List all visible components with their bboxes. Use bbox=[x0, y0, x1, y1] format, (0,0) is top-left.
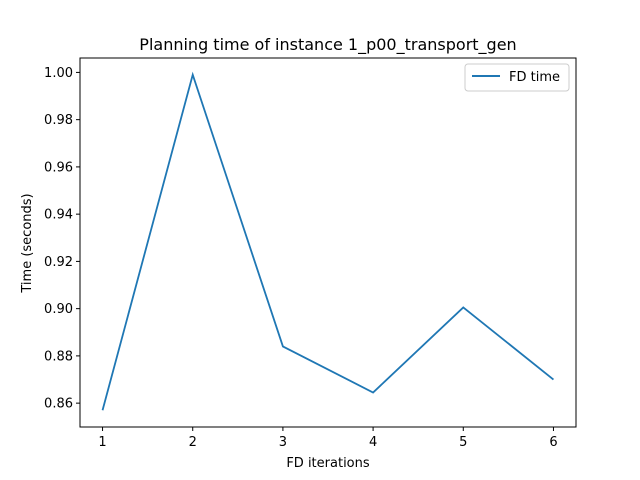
y-tick-label: 0.96 bbox=[44, 160, 73, 175]
y-tick-label: 0.94 bbox=[44, 208, 73, 223]
x-tick-label: 4 bbox=[369, 435, 377, 450]
x-tick-label: 5 bbox=[459, 435, 467, 450]
y-tick-label: 0.98 bbox=[44, 113, 73, 128]
x-tick-label: 1 bbox=[98, 435, 106, 450]
plot-area bbox=[80, 58, 576, 427]
y-axis-label: Time (seconds) bbox=[20, 193, 35, 293]
chart-title: Planning time of instance 1_p00_transpor… bbox=[139, 35, 516, 55]
x-tick-label: 6 bbox=[549, 435, 557, 450]
series-line-0 bbox=[101, 71, 555, 411]
x-axis-label: FD iterations bbox=[286, 456, 370, 471]
series-layer bbox=[101, 71, 555, 411]
legend-label: FD time bbox=[509, 70, 560, 85]
y-tick-label: 1.00 bbox=[44, 66, 73, 81]
legend: FD time bbox=[464, 63, 570, 92]
x-axis-ticks: 1 2 3 4 5 6 bbox=[98, 427, 558, 450]
y-tick-label: 0.86 bbox=[44, 397, 73, 412]
y-tick-label: 0.88 bbox=[44, 349, 73, 364]
x-tick-label: 2 bbox=[189, 435, 197, 450]
legend-box bbox=[464, 63, 570, 92]
plot-frame bbox=[79, 57, 577, 428]
x-tick-label: 3 bbox=[279, 435, 287, 450]
y-tick-label: 0.90 bbox=[44, 302, 73, 317]
y-tick-label: 0.92 bbox=[44, 255, 73, 270]
y-axis-ticks: 0.86 0.88 0.90 0.92 0.94 0.96 0.98 1.00 bbox=[44, 66, 80, 412]
